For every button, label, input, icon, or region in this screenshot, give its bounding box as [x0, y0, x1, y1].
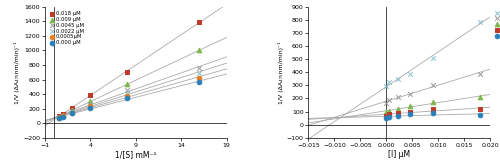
0.0045 μM	[196, 67, 203, 69]
0.0045 μM	[59, 114, 67, 117]
2.00 mM	[406, 113, 413, 116]
2.00 mM	[394, 114, 402, 117]
0.25 mM	[385, 99, 393, 102]
0.50 mM	[406, 105, 413, 108]
0.0022 μM	[59, 115, 67, 117]
1.00 mM	[385, 113, 393, 116]
0.018 μM	[122, 71, 130, 74]
1.00 mM	[476, 108, 484, 111]
Y-axis label: 1/V (ΔA₄₇₅nm/min)⁻¹: 1/V (ΔA₄₇₅nm/min)⁻¹	[14, 41, 20, 104]
Y-axis label: 1/V (ΔA₄₇₅nm/min)⁻¹: 1/V (ΔA₄₇₅nm/min)⁻¹	[278, 41, 284, 104]
0.009 μM	[86, 100, 94, 102]
0.50 mM	[385, 109, 393, 112]
0.50 mM	[394, 107, 402, 110]
0.0005μM	[54, 117, 62, 119]
0.0022 μM	[54, 116, 62, 119]
0.0005μM	[122, 95, 130, 97]
0.25 mM	[476, 72, 484, 75]
0.018 μM	[196, 21, 203, 23]
0.009 μM	[196, 49, 203, 52]
0.50 mM	[382, 111, 390, 114]
0.0022 μM	[122, 92, 130, 94]
0.25 mM	[394, 96, 402, 98]
0.000 μM	[54, 117, 62, 120]
0.000 μM	[122, 97, 130, 99]
0.018 μM	[59, 112, 67, 115]
0.0022 μM	[196, 72, 203, 74]
0.0005μM	[59, 115, 67, 118]
0.009 μM	[122, 83, 130, 86]
0.0045 μM	[68, 110, 76, 113]
1.00 mM	[394, 112, 402, 114]
0.125 mM	[382, 85, 390, 87]
0.000 μM	[196, 81, 203, 83]
0.000 μM	[59, 115, 67, 118]
0.0005μM	[196, 76, 203, 79]
0.125 mM	[429, 57, 437, 60]
0.0045 μM	[122, 88, 130, 91]
0.25 mM	[382, 102, 390, 104]
0.000 μM	[86, 106, 94, 109]
1.00 mM	[382, 114, 390, 117]
X-axis label: [I] μM: [I] μM	[388, 150, 410, 159]
0.50 mM	[476, 96, 484, 98]
0.125 mM	[476, 20, 484, 23]
0.000 μM	[68, 112, 76, 115]
1.00 mM	[406, 110, 413, 113]
0.009 μM	[68, 109, 76, 111]
0.0045 μM	[54, 116, 62, 119]
0.0005μM	[86, 105, 94, 108]
0.125 mM	[385, 81, 393, 83]
0.018 μM	[68, 107, 76, 109]
Text: (b): (b)	[290, 0, 303, 2]
0.25 mM	[429, 83, 437, 86]
0.0022 μM	[68, 111, 76, 113]
0.50 mM	[429, 100, 437, 103]
0.0022 μM	[86, 104, 94, 106]
X-axis label: 1/[S] mM⁻¹: 1/[S] mM⁻¹	[115, 150, 156, 159]
0.125 mM	[394, 77, 402, 80]
2.00 mM	[429, 112, 437, 114]
0.009 μM	[54, 115, 62, 118]
2.00 mM	[382, 116, 390, 119]
1.00 mM	[429, 108, 437, 111]
0.0005μM	[68, 111, 76, 114]
0.018 μM	[86, 93, 94, 96]
Legend: 0.125 mM, 0.25 mM, 0.50 mM, 1.00 mM, 2.00 mM: 0.125 mM, 0.25 mM, 0.50 mM, 1.00 mM, 2.0…	[494, 9, 500, 39]
2.00 mM	[385, 115, 393, 118]
0.018 μM	[54, 115, 62, 117]
0.125 mM	[406, 73, 413, 76]
Text: (a): (a)	[27, 0, 40, 2]
Legend: 0.018 μM, 0.009 μM, 0.0045 μM, 0.0022 μM, 0.0005μM, 0.000 μM: 0.018 μM, 0.009 μM, 0.0045 μM, 0.0022 μM…	[50, 11, 84, 46]
0.009 μM	[59, 114, 67, 116]
0.0045 μM	[86, 102, 94, 105]
0.25 mM	[406, 93, 413, 95]
2.00 mM	[476, 114, 484, 116]
